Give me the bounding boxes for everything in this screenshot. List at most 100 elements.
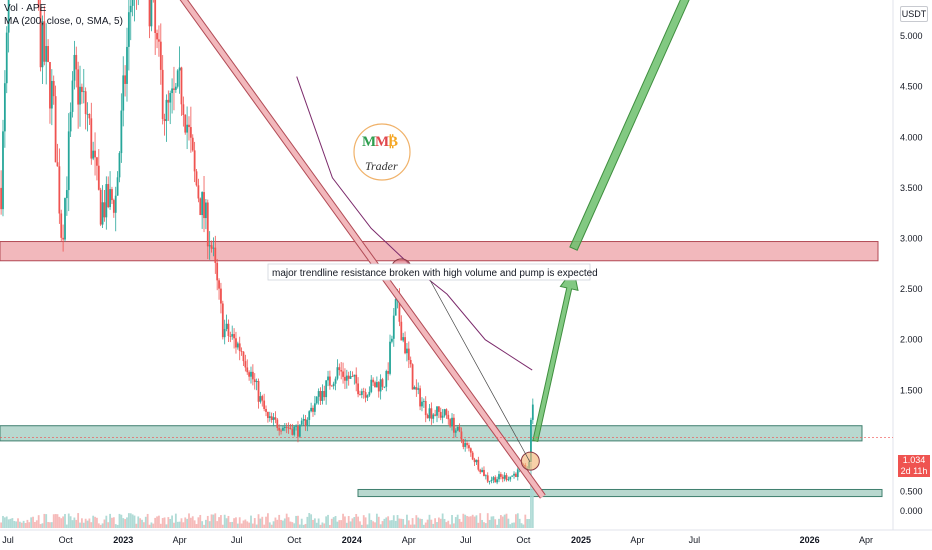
volume-bar <box>174 513 177 528</box>
support-zone[interactable] <box>0 425 863 442</box>
volume-bar <box>379 524 382 528</box>
volume-bar <box>18 521 21 528</box>
support-zone[interactable] <box>357 488 883 498</box>
candle-body <box>392 315 395 339</box>
volume-bar <box>137 516 140 528</box>
candle-body <box>391 338 393 342</box>
candle-body <box>460 431 463 440</box>
volume-bar <box>221 524 224 528</box>
volume-bar <box>364 517 367 528</box>
logo-letter: ₿ <box>388 134 398 150</box>
volume-bar <box>244 519 247 528</box>
candle-body <box>417 388 420 390</box>
volume-bar <box>340 520 343 528</box>
y-tick-label: 4.500 <box>900 82 923 92</box>
candle-body <box>338 367 341 371</box>
candle-body <box>82 91 85 93</box>
candle-body <box>69 111 72 132</box>
candle-body <box>353 374 356 377</box>
volume-bar <box>86 520 89 528</box>
volume-bar <box>267 513 269 528</box>
resistance-zone[interactable] <box>0 241 879 262</box>
volume-bar <box>475 515 478 528</box>
candle-body <box>385 371 388 387</box>
candle-body <box>186 124 189 133</box>
candle-body <box>449 419 452 427</box>
volume-bar <box>141 519 143 528</box>
candle-body <box>96 157 98 166</box>
volume-bar <box>355 513 358 528</box>
candle-body <box>220 288 222 304</box>
candle-body <box>150 0 153 27</box>
volume-indicator-label[interactable]: Vol · APE <box>4 3 47 14</box>
volume-bar <box>374 522 376 528</box>
volume-bar <box>111 517 113 528</box>
volume-bar <box>265 516 267 528</box>
volume-bar <box>291 522 294 528</box>
volume-bar <box>336 521 339 528</box>
candle-body <box>366 395 369 398</box>
candle-body <box>116 177 119 196</box>
candle-body <box>289 427 292 430</box>
volume-bar <box>501 516 504 528</box>
ma-indicator-label[interactable]: MA (200, close, 0, SMA, 5) <box>4 16 123 27</box>
y-tick-label: 0.500 <box>900 487 923 497</box>
volume-bar <box>406 514 408 528</box>
candle-body <box>507 479 510 481</box>
trendline[interactable] <box>20 0 545 499</box>
volume-bar <box>26 519 29 528</box>
candle-body <box>238 343 241 352</box>
volume-bar <box>411 518 414 528</box>
volume-bar <box>122 518 125 528</box>
volume-bar <box>344 516 346 528</box>
volume-bar <box>404 524 406 528</box>
candle-body <box>484 475 487 477</box>
volume-bar <box>99 524 102 528</box>
volume-bar <box>383 518 386 528</box>
candle-body <box>154 0 157 33</box>
volume-bar <box>176 521 179 528</box>
candle-body <box>270 416 273 420</box>
annotation-box[interactable] <box>267 263 591 281</box>
y-tick-label: 1.500 <box>900 385 923 395</box>
volume-bar <box>280 519 282 528</box>
volume-bar <box>451 514 453 528</box>
projection-arrow[interactable] <box>569 0 714 251</box>
x-tick-label: Apr <box>859 535 873 545</box>
volume-bar <box>214 513 217 528</box>
volume-bar <box>238 517 241 528</box>
volume-bar <box>163 517 166 528</box>
volume-bar <box>65 524 68 528</box>
candle-body <box>52 80 55 97</box>
candle-body <box>268 416 271 419</box>
candle-body <box>272 417 275 420</box>
candle-body <box>233 334 235 339</box>
candle-body <box>291 429 294 435</box>
volume-bar <box>460 521 463 528</box>
volume-bar <box>278 514 281 528</box>
volume-bar <box>90 522 93 528</box>
volume-bar <box>133 515 136 528</box>
volume-bar <box>398 518 401 528</box>
volume-bar <box>13 520 16 528</box>
volume-bar <box>327 514 329 528</box>
volume-bar <box>220 515 222 528</box>
candle-body <box>342 371 344 377</box>
candle-body <box>129 5 132 13</box>
volume-bar <box>312 519 314 528</box>
projection-arrow[interactable] <box>532 267 579 443</box>
volume-bar <box>407 520 410 528</box>
volume-bar <box>449 524 452 528</box>
volume-bar <box>189 517 192 528</box>
volume-bar <box>39 524 42 528</box>
volume-bar <box>154 517 157 528</box>
volume-bar <box>248 522 251 528</box>
candle-body <box>428 408 431 419</box>
candle-body <box>257 381 260 402</box>
candle-body <box>451 417 453 427</box>
candle-body <box>295 426 297 427</box>
candle-body <box>208 245 211 247</box>
volume-bar <box>511 522 514 528</box>
currency-label[interactable]: USDT <box>900 6 928 22</box>
